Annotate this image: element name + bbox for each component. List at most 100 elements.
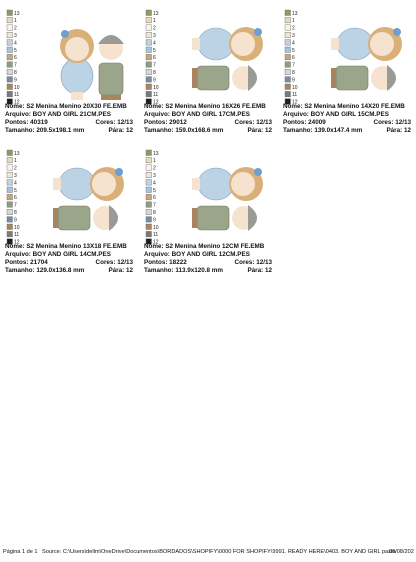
girl-legs (71, 92, 83, 100)
swatch-number: 9 (153, 217, 156, 223)
design-preview (60, 29, 124, 100)
color-swatch (284, 83, 291, 90)
color-count: Cores: 12/13 (96, 119, 134, 126)
boy-cap (387, 65, 396, 91)
color-swatch (145, 164, 152, 171)
color-swatch (6, 17, 13, 24)
boy-shoes (192, 208, 197, 228)
color-swatch (145, 201, 152, 208)
swatch-number: 6 (292, 55, 295, 61)
boy-shoes (53, 208, 58, 228)
girl-dress (197, 167, 235, 201)
girl-face (370, 32, 394, 56)
swatch-number: 10 (153, 225, 159, 231)
design-size: Tamanho: 113.9x120.8 mm (144, 267, 223, 274)
stops-count: Pára: 12 (247, 127, 272, 134)
swatch-number: 3 (153, 33, 156, 39)
color-swatch (145, 9, 152, 16)
color-swatch (284, 9, 291, 16)
color-swatch (145, 186, 152, 193)
color-swatch (6, 149, 13, 156)
swatch-number: 1 (153, 158, 156, 164)
file-name: Arquivo: BOY AND GIRL 14CM.PES (5, 251, 111, 258)
swatch-number: 2 (292, 26, 295, 32)
swatch-number: 2 (14, 166, 17, 172)
girl-legs (331, 38, 339, 50)
boy-cap (98, 35, 124, 44)
swatch-number: 9 (14, 77, 17, 83)
color-swatch (6, 216, 13, 223)
stops-count: Pára: 12 (386, 127, 411, 134)
stitch-count: Pontos: 40319 (5, 119, 48, 126)
color-swatch (145, 69, 152, 75)
girl-bow (254, 168, 262, 176)
stops-count: Pára: 12 (108, 127, 133, 134)
swatch-number: 3 (153, 173, 156, 179)
file-name: Arquivo: BOY AND GIRL 15CM.PES (283, 111, 389, 118)
color-swatch (6, 179, 13, 186)
stitch-count: Pontos: 24009 (283, 119, 326, 126)
color-swatch (6, 61, 13, 68)
girl-bow (115, 168, 123, 176)
swatch-number: 8 (292, 70, 295, 76)
girl-face (92, 172, 116, 196)
color-swatch (6, 9, 13, 16)
color-swatch (145, 238, 152, 245)
swatch-number: 8 (153, 70, 156, 76)
swatch-number: 3 (14, 173, 17, 179)
boy-overalls (196, 205, 230, 231)
color-swatch (284, 17, 291, 24)
color-swatch (145, 157, 152, 164)
file-name: Arquivo: BOY AND GIRL 17CM.PES (144, 111, 250, 118)
color-swatch (6, 39, 13, 46)
boy-shoes (192, 68, 197, 88)
swatch-number: 10 (153, 85, 159, 91)
color-swatch (145, 61, 152, 68)
swatch-number: 13 (153, 11, 159, 17)
swatch-number: 13 (153, 151, 159, 157)
girl-face (231, 172, 255, 196)
color-swatch (284, 61, 291, 68)
swatch-number: 9 (14, 217, 17, 223)
swatch-number: 11 (14, 232, 19, 238)
color-swatch (6, 83, 13, 90)
swatch-number: 6 (14, 55, 17, 61)
swatch-number: 13 (14, 151, 20, 157)
color-swatch (145, 98, 152, 105)
color-swatch (145, 179, 152, 186)
color-swatch (6, 231, 13, 238)
swatch-number: 8 (14, 70, 17, 76)
print-date: 06/08/202 (389, 549, 414, 555)
design-preview (192, 27, 263, 91)
color-swatch (145, 39, 152, 46)
color-swatch (145, 223, 152, 230)
swatch-number: 5 (292, 48, 295, 54)
file-name: Arquivo: BOY AND GIRL 12CM.PES (144, 251, 250, 258)
swatch-number: 13 (14, 11, 20, 17)
color-swatch (284, 24, 291, 31)
swatch-number: 7 (153, 203, 156, 209)
swatch-number: 11 (292, 92, 297, 98)
swatch-number: 1 (292, 18, 295, 24)
color-swatch (284, 39, 291, 46)
boy-shoes (331, 68, 336, 88)
swatch-number: 11 (153, 92, 158, 98)
swatch-number: 11 (14, 92, 19, 98)
boy-overalls (57, 205, 91, 231)
swatch-number: 4 (153, 40, 156, 46)
design-size: Tamanho: 209.5x198.1 mm (5, 127, 85, 134)
color-swatch (6, 46, 13, 53)
girl-bow (393, 28, 401, 36)
girl-dress (336, 27, 374, 61)
color-swatch (6, 172, 13, 178)
color-swatch (284, 76, 291, 83)
boy-overalls (196, 65, 230, 91)
girl-legs (53, 178, 61, 190)
color-swatch (6, 186, 13, 193)
girl-dress (197, 27, 235, 61)
swatch-number: 2 (153, 26, 156, 32)
